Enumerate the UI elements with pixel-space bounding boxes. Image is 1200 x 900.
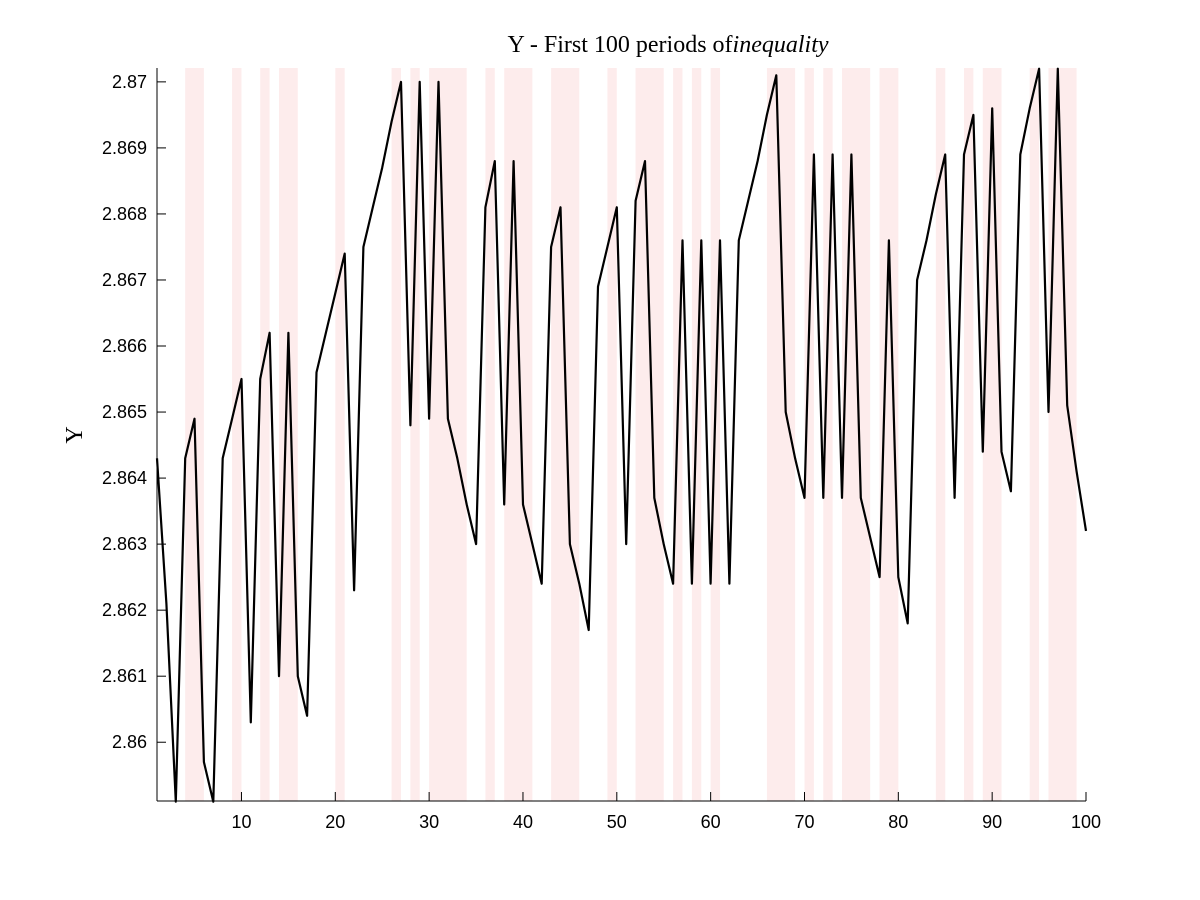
y-tick-label: 2.861 <box>102 666 147 686</box>
shaded-band <box>879 68 899 801</box>
shaded-band <box>278 68 298 801</box>
y-tick-label: 2.865 <box>102 402 147 422</box>
shaded-band <box>823 68 833 801</box>
shaded-band <box>335 68 345 801</box>
shaded-band <box>935 68 946 801</box>
y-tick-label: 2.862 <box>102 600 147 620</box>
chart-title-main: Y - First 100 periods of <box>507 32 732 58</box>
y-tick-label: 2.86 <box>112 732 147 752</box>
x-tick-label: 40 <box>513 812 533 832</box>
shaded-band <box>485 68 495 801</box>
series-line <box>155 67 1088 803</box>
shaded-band <box>551 68 580 801</box>
x-tick-label: 100 <box>1071 812 1101 832</box>
x-tick-label: 10 <box>231 812 251 832</box>
x-ticks: 10 20 30 40 50 60 70 80 90 100 <box>231 792 1101 832</box>
y-tick-label: 2.868 <box>102 204 147 224</box>
y-tick-label: 2.867 <box>102 270 147 290</box>
shaded-band <box>391 68 401 801</box>
x-tick-label: 20 <box>325 812 345 832</box>
shaded-band <box>260 68 270 801</box>
x-tick-label: 70 <box>794 812 814 832</box>
shaded-band <box>232 68 242 801</box>
shaded-band <box>504 68 533 801</box>
y-tick-label: 2.866 <box>102 336 147 356</box>
chart-title-italic: inequality <box>733 32 829 58</box>
x-tick-label: 80 <box>888 812 908 832</box>
y-tick-label: 2.864 <box>102 468 147 488</box>
shaded-band <box>1029 68 1040 801</box>
shaded-band <box>410 68 420 801</box>
series-line-group <box>155 67 1088 803</box>
y-tick-label: 2.87 <box>112 72 147 92</box>
shaded-band <box>964 68 974 801</box>
shaded-band <box>982 68 1002 801</box>
y-tick-label: 2.863 <box>102 534 147 554</box>
x-tick-label: 90 <box>982 812 1002 832</box>
chart-title: Y - First 100 periods ofinequality <box>507 32 828 58</box>
y-axis-label: Y <box>62 426 88 443</box>
y-ticks: 2.86 2.861 2.862 2.863 2.864 2.865 2.866 2.867 2… <box>102 72 166 752</box>
x-tick-label: 50 <box>607 812 627 832</box>
shaded-band <box>804 68 814 801</box>
shaded-band <box>607 68 617 801</box>
axes <box>156 68 1086 802</box>
recession-shading <box>185 68 1077 801</box>
shaded-band <box>842 68 871 801</box>
x-tick-label: 60 <box>701 812 721 832</box>
y-tick-label: 2.869 <box>102 138 147 158</box>
x-tick-label: 30 <box>419 812 439 832</box>
shaded-band <box>635 68 664 801</box>
